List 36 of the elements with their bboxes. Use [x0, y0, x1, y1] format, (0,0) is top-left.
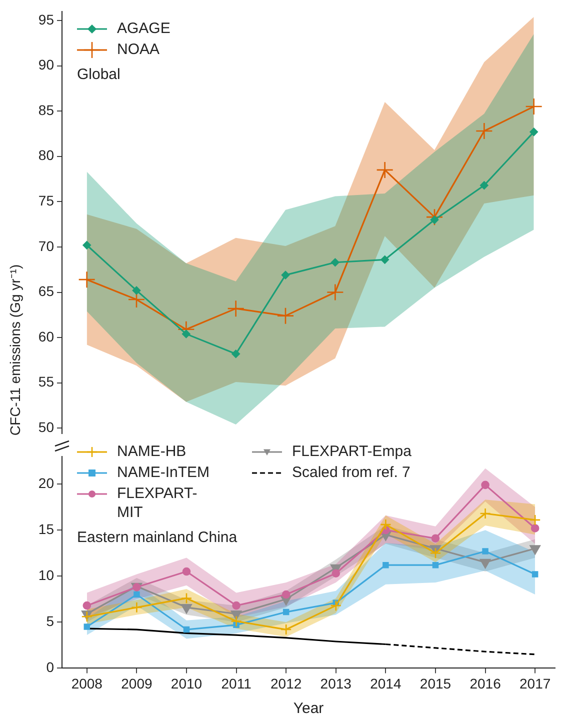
- x-tick-label: 2012: [270, 675, 302, 692]
- y-tick-label: 70: [38, 238, 54, 254]
- x-tick-label: 2011: [221, 675, 252, 692]
- annotation: Global: [77, 66, 120, 84]
- y-tick-label: 80: [38, 147, 54, 164]
- y-tick-label: 60: [38, 328, 54, 344]
- y-tick-label: 90: [38, 56, 54, 73]
- y-tick-label: 85: [38, 102, 54, 118]
- y-tick-label: 55: [38, 374, 54, 390]
- x-tick-label: 2017: [520, 675, 551, 692]
- x-tick-label: 2016: [470, 675, 502, 692]
- x-tick-label: 2009: [121, 675, 152, 692]
- y-tick-label: 10: [38, 566, 54, 583]
- y-tick-label: 15: [38, 520, 54, 537]
- y-tick-label: 0: [46, 659, 54, 676]
- y-tick-label: 65: [38, 283, 54, 300]
- legend-label: AGAGE: [117, 20, 170, 38]
- legend-label: NAME-HB: [117, 443, 186, 460]
- annotation: Eastern mainland China: [77, 529, 238, 546]
- y-tick-label: 20: [38, 474, 54, 491]
- legend-label: NOAA: [117, 41, 160, 58]
- legend-label: NAME-InTEM: [117, 464, 210, 482]
- legend-label: Scaled from ref. 7: [292, 464, 410, 482]
- x-tick-label: 2008: [71, 675, 103, 692]
- legend-label: FLEXPART-MIT: [117, 485, 198, 522]
- y-tick-label: 50: [38, 419, 54, 436]
- x-tick-label: 2015: [420, 675, 452, 692]
- y-tick-label: 95: [38, 11, 54, 28]
- y-tick-label: 5: [46, 613, 54, 630]
- y-tick-label: 75: [38, 192, 54, 209]
- x-axis-title: Year: [293, 700, 324, 718]
- x-tick-label: 2014: [370, 675, 402, 692]
- x-tick-label: 2010: [170, 675, 202, 692]
- y-axis-title: CFC-11 emissions (Gg yr⁻¹): [6, 264, 23, 436]
- x-tick-label: 2013: [320, 675, 352, 692]
- legend-label: FLEXPART-Empa: [292, 443, 412, 460]
